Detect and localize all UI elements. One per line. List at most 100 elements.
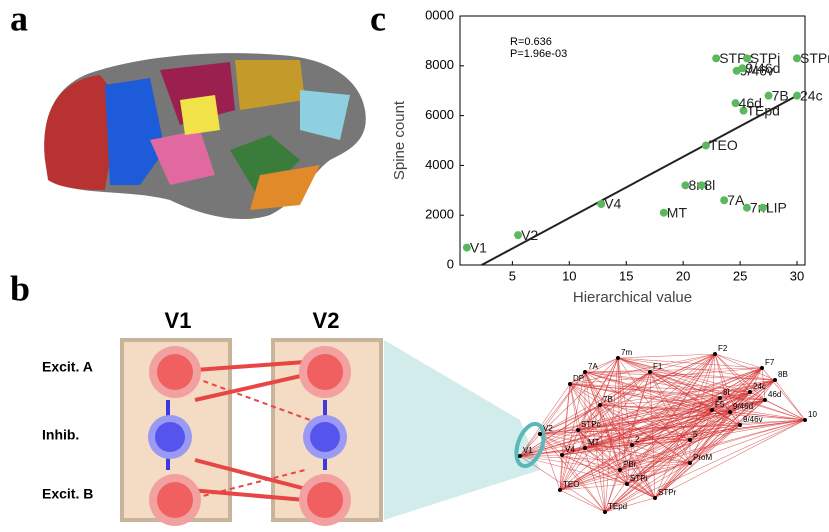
y-axis-label: Spine count: [391, 100, 408, 180]
node: [518, 454, 522, 458]
node-label: DP: [573, 374, 584, 383]
node: [616, 356, 620, 360]
node-label: F1: [653, 362, 663, 371]
circuit: V1 V2 Excit. A Inhib. Excit. B: [42, 308, 540, 526]
node: [748, 390, 752, 394]
x-tick-label: 10: [562, 268, 576, 283]
panel-label: b: [10, 268, 30, 308]
y-tick-label: 8000: [425, 57, 454, 72]
scatter-chart: 0 2000 4000 6000 8000 0000 5 10 15 20 25 30 Hierarch…: [391, 7, 829, 306]
node: [803, 418, 807, 422]
edge: [715, 354, 762, 368]
node: [625, 482, 629, 486]
point-label: V4: [604, 196, 621, 212]
node-label: 7B: [603, 395, 613, 404]
node: [653, 496, 657, 500]
node-label: 5: [693, 430, 698, 439]
node: [710, 408, 714, 412]
node: [568, 382, 572, 386]
node: [618, 468, 622, 472]
annotation: P=1.96e-03: [510, 48, 567, 60]
point-label: TEO: [709, 137, 738, 153]
x-tick-label: 5: [509, 268, 516, 283]
node-label: 24c: [753, 382, 766, 391]
point-label: STPr: [800, 50, 829, 66]
node: [738, 423, 742, 427]
x-tick-label: 25: [733, 268, 747, 283]
node-label: STPr: [658, 488, 677, 497]
node-label: 9/46d: [733, 402, 753, 411]
point-label: LIP: [766, 199, 787, 215]
panel-label: c: [370, 0, 386, 38]
brain: [44, 53, 366, 219]
node: [773, 378, 777, 382]
node-label: 10: [808, 410, 817, 419]
node-label: 9/46v: [743, 415, 763, 424]
annotation: R=0.636: [510, 36, 552, 48]
edge: [560, 490, 605, 512]
node: [558, 488, 562, 492]
point-label: 7A: [727, 192, 745, 208]
node-label: F5: [715, 400, 725, 409]
node: [728, 410, 732, 414]
row-label: Inhib.: [42, 427, 79, 443]
node-label: ProM: [693, 453, 712, 462]
node: [688, 438, 692, 442]
y-tick-label: 0: [447, 256, 454, 271]
node: [760, 366, 764, 370]
y-tick-label: 2000: [425, 207, 454, 222]
row-label: Excit. A: [42, 359, 93, 375]
node-label: F7: [765, 358, 775, 367]
x-tick-label: 15: [619, 268, 633, 283]
figure: a b c V1 V2 Excit. A Inhib. Excit. B V1V…: [0, 0, 829, 527]
node: [713, 352, 717, 356]
point-label: 46d: [739, 95, 762, 111]
x-axis-label: Hierarchical value: [573, 289, 692, 306]
node: [576, 428, 580, 432]
y-tick-label: 6000: [425, 107, 454, 122]
node-label: STPi: [630, 474, 648, 483]
panel-label: a: [10, 0, 28, 38]
node-label: 8l: [723, 388, 729, 397]
node: [718, 396, 722, 400]
y-tick-label: 0000: [425, 7, 454, 22]
node-label: V2: [543, 424, 553, 433]
node: [603, 510, 607, 514]
point-label: 7B: [772, 87, 789, 103]
node-label: STPc: [581, 420, 601, 429]
node-label: TEO: [563, 480, 579, 489]
node-label: MT: [588, 438, 600, 447]
node: [583, 446, 587, 450]
node: [630, 443, 634, 447]
node: [763, 398, 767, 402]
point-label: 8l: [704, 177, 715, 193]
point-label: STPi: [750, 50, 780, 66]
node-label: 7A: [588, 362, 598, 371]
node-label: TEpd: [608, 502, 627, 511]
node-label: 46d: [768, 390, 781, 399]
node: [648, 370, 652, 374]
network: V1 V2 V4 MT TEO TEpd STPc STPi STPr PBr ProM 2 5 7B 7A…: [511, 344, 817, 514]
x-tick-label: 20: [676, 268, 690, 283]
point-label: 24c: [800, 87, 823, 103]
y-tick-label: 4000: [425, 157, 454, 172]
row-label: Excit. B: [42, 486, 93, 502]
node-label: V1: [523, 446, 533, 455]
node-label: 7m: [621, 348, 632, 357]
edge: [618, 354, 715, 358]
node: [688, 461, 692, 465]
node-label: V4: [565, 445, 575, 454]
point-label: V2: [521, 227, 538, 243]
node: [560, 453, 564, 457]
node-label: PBr: [623, 460, 637, 469]
edge: [775, 380, 805, 420]
node-label: 2: [635, 435, 640, 444]
node: [598, 403, 602, 407]
node: [538, 432, 542, 436]
column-label: V2: [313, 308, 340, 333]
point-label: MT: [667, 204, 688, 220]
x-tick-label: 30: [790, 268, 804, 283]
column-label: V1: [165, 308, 192, 333]
point-label: V1: [470, 239, 487, 255]
node-label: 8B: [778, 370, 788, 379]
